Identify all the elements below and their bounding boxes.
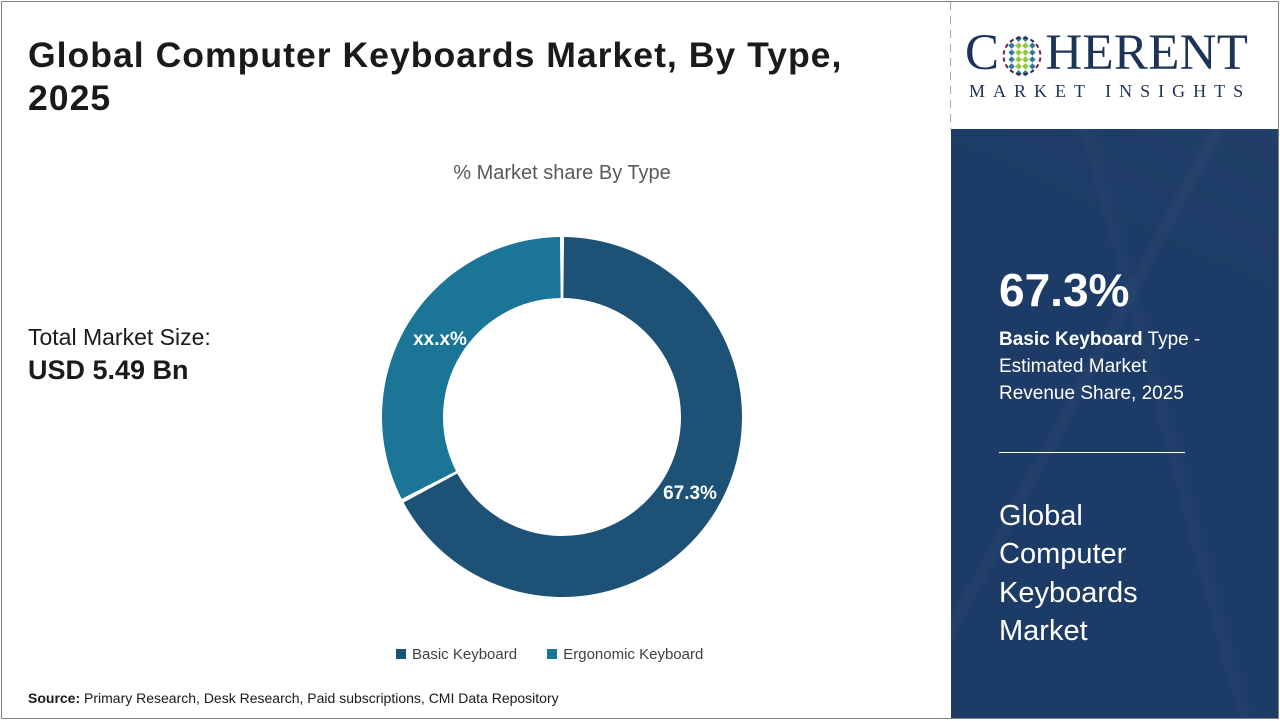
- svg-text:67.3%: 67.3%: [663, 483, 717, 504]
- svg-text:xx.x%: xx.x%: [413, 329, 467, 350]
